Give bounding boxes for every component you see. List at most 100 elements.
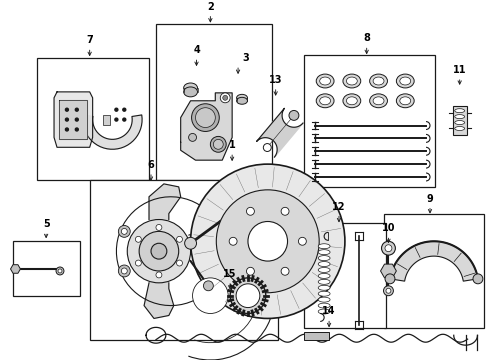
Bar [304, 55, 434, 187]
Circle shape [288, 111, 298, 120]
Circle shape [58, 269, 62, 273]
Circle shape [384, 274, 394, 284]
Ellipse shape [318, 309, 329, 314]
Circle shape [121, 268, 127, 274]
Circle shape [56, 267, 64, 275]
Polygon shape [59, 100, 86, 139]
Ellipse shape [454, 121, 464, 125]
Polygon shape [149, 184, 181, 220]
Circle shape [384, 245, 391, 252]
Circle shape [381, 241, 395, 255]
Circle shape [246, 267, 254, 275]
Circle shape [236, 284, 259, 307]
Ellipse shape [342, 94, 360, 108]
Polygon shape [256, 108, 303, 157]
Ellipse shape [399, 77, 410, 85]
Bar [304, 224, 386, 328]
Bar [383, 213, 484, 328]
Circle shape [127, 220, 190, 283]
Ellipse shape [318, 279, 329, 284]
Text: 9: 9 [426, 194, 432, 204]
Ellipse shape [319, 77, 330, 85]
Ellipse shape [236, 94, 247, 101]
Text: 12: 12 [331, 202, 345, 212]
Bar [452, 106, 466, 135]
Ellipse shape [346, 77, 357, 85]
Circle shape [385, 288, 390, 293]
Circle shape [75, 108, 78, 111]
Bar [13, 241, 80, 296]
Bar [102, 114, 110, 125]
Circle shape [210, 136, 226, 152]
Text: 2: 2 [206, 2, 213, 12]
Ellipse shape [369, 74, 386, 88]
Text: 8: 8 [363, 33, 369, 44]
Circle shape [75, 118, 78, 121]
Circle shape [298, 237, 305, 245]
Circle shape [184, 237, 196, 249]
Ellipse shape [372, 77, 383, 85]
Bar [304, 332, 328, 340]
Circle shape [263, 144, 271, 152]
Circle shape [247, 221, 287, 261]
Ellipse shape [454, 109, 464, 113]
Text: 11: 11 [452, 65, 466, 75]
Text: 5: 5 [42, 219, 49, 229]
Circle shape [230, 278, 265, 314]
Text: 15: 15 [223, 269, 236, 279]
Circle shape [115, 118, 118, 121]
Text: 7: 7 [86, 35, 93, 45]
Bar [89, 180, 277, 340]
Ellipse shape [318, 297, 329, 302]
Circle shape [151, 243, 166, 259]
Ellipse shape [342, 74, 360, 88]
Circle shape [122, 108, 125, 111]
Circle shape [191, 104, 219, 131]
Ellipse shape [318, 303, 329, 308]
Circle shape [65, 118, 68, 121]
Circle shape [118, 225, 130, 237]
Circle shape [192, 278, 228, 314]
Ellipse shape [316, 74, 333, 88]
Circle shape [216, 190, 319, 293]
Ellipse shape [318, 267, 329, 273]
Circle shape [156, 225, 162, 230]
Ellipse shape [183, 83, 197, 93]
Ellipse shape [396, 74, 413, 88]
Ellipse shape [319, 97, 330, 105]
Ellipse shape [318, 256, 329, 261]
Circle shape [203, 281, 213, 291]
Polygon shape [82, 115, 142, 149]
Ellipse shape [316, 94, 333, 108]
Circle shape [190, 164, 344, 319]
Circle shape [220, 93, 230, 103]
Circle shape [176, 260, 182, 266]
Ellipse shape [372, 97, 383, 105]
Circle shape [156, 272, 162, 278]
Circle shape [65, 108, 68, 111]
Text: 10: 10 [381, 223, 394, 233]
Circle shape [139, 231, 178, 271]
Circle shape [122, 118, 125, 121]
Ellipse shape [236, 97, 247, 104]
Circle shape [213, 139, 223, 149]
Text: 6: 6 [147, 160, 154, 170]
Ellipse shape [318, 291, 329, 296]
Ellipse shape [318, 274, 329, 278]
Ellipse shape [318, 262, 329, 266]
Circle shape [121, 228, 127, 234]
Ellipse shape [454, 126, 464, 130]
Ellipse shape [369, 94, 386, 108]
Circle shape [229, 237, 237, 245]
Polygon shape [144, 283, 173, 319]
Text: 13: 13 [268, 75, 282, 85]
Polygon shape [54, 92, 92, 147]
Circle shape [135, 236, 141, 242]
Circle shape [383, 286, 392, 296]
Circle shape [115, 108, 118, 111]
Circle shape [472, 274, 482, 284]
Ellipse shape [318, 285, 329, 290]
Circle shape [195, 108, 215, 127]
Circle shape [176, 236, 182, 242]
Circle shape [118, 265, 130, 277]
